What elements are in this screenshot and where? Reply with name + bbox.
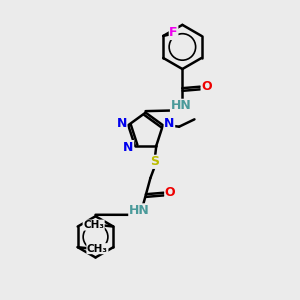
Text: CH₃: CH₃ — [87, 244, 108, 254]
Text: N: N — [164, 117, 175, 130]
Text: N: N — [117, 117, 127, 130]
Text: O: O — [201, 80, 212, 93]
Text: F: F — [169, 26, 178, 40]
Text: CH₃: CH₃ — [83, 220, 104, 230]
Text: HN: HN — [129, 204, 150, 217]
Text: N: N — [123, 141, 134, 154]
Text: O: O — [165, 186, 176, 199]
Text: S: S — [150, 155, 159, 168]
Text: HN: HN — [170, 99, 191, 112]
